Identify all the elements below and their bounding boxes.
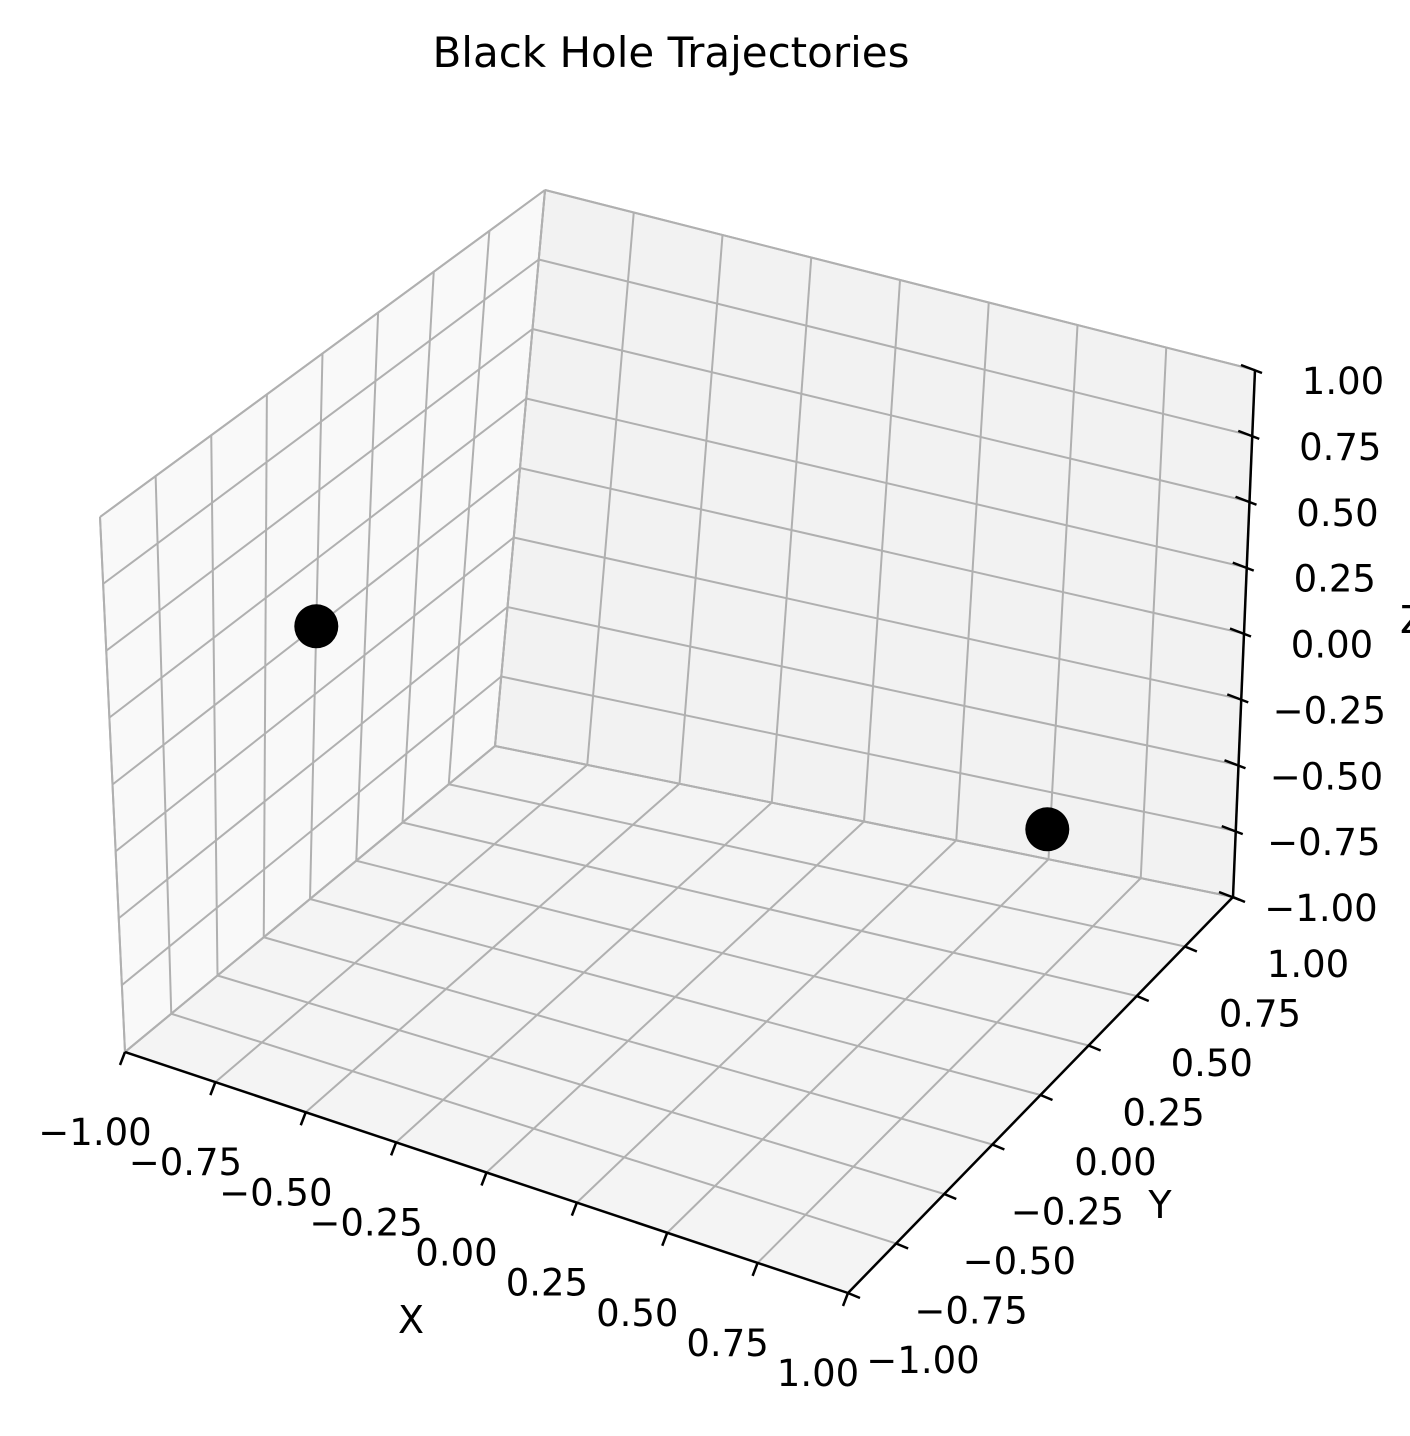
grid-line xyxy=(538,258,1253,437)
grid-line xyxy=(448,783,1186,948)
x-tick xyxy=(841,1292,850,1307)
x-tick xyxy=(299,1111,307,1126)
y-tick-label: 0.25 xyxy=(1122,1092,1204,1135)
pane-edge xyxy=(544,189,1256,371)
y-tick xyxy=(1184,945,1198,953)
x-tick xyxy=(480,1172,488,1186)
x-tick xyxy=(570,1202,579,1217)
pane-edge xyxy=(99,189,546,518)
x-tick-label: 0.25 xyxy=(506,1262,588,1305)
grid-line xyxy=(263,936,993,1146)
y-tick xyxy=(943,1192,957,1201)
grid-line xyxy=(217,974,945,1195)
z-tick xyxy=(1224,759,1246,770)
z-axis-title: Z xyxy=(1400,598,1410,642)
x-axis-title: X xyxy=(398,1298,424,1342)
y-tick xyxy=(1040,1093,1053,1102)
z-tick xyxy=(1221,824,1244,836)
z-tick xyxy=(1240,363,1263,375)
y-tick xyxy=(1088,1044,1102,1052)
y-tick-label: −0.75 xyxy=(914,1290,1027,1333)
scatter-points xyxy=(294,604,1070,852)
grid-line xyxy=(121,675,502,986)
y-tick-label: −0.25 xyxy=(1011,1191,1124,1234)
grid-line xyxy=(501,675,1236,833)
z-tick xyxy=(1226,693,1249,704)
grid-line xyxy=(507,606,1239,767)
x-tick-label: 0.50 xyxy=(596,1292,678,1335)
y-tick xyxy=(991,1143,1005,1151)
y-tick-label: 1.00 xyxy=(1267,943,1349,986)
x-tick-label: 1.00 xyxy=(777,1352,859,1395)
y-tick-label: 0.50 xyxy=(1171,1042,1253,1085)
x-tick xyxy=(751,1262,759,1277)
z-tick xyxy=(1235,495,1257,506)
grid-line xyxy=(105,328,534,652)
grid-line xyxy=(108,397,527,719)
pane-edge xyxy=(124,745,496,1053)
pane-edge xyxy=(494,189,546,747)
y-tick xyxy=(1136,994,1150,1003)
grid-line xyxy=(532,328,1250,503)
chart-title: Black Hole Trajectories xyxy=(432,28,909,77)
z-tick xyxy=(1229,627,1252,638)
grid-line xyxy=(402,821,1137,997)
z-tick-label: 0.00 xyxy=(1291,624,1373,667)
y-tick xyxy=(847,1291,861,1300)
grid-line xyxy=(513,536,1242,701)
z-tick-label: 0.25 xyxy=(1294,558,1376,601)
grid-line xyxy=(519,467,1245,635)
y-tick-label: 0.75 xyxy=(1219,993,1301,1036)
x-tick xyxy=(209,1081,217,1096)
x-tick-label: −0.75 xyxy=(129,1141,242,1184)
y-tick-label: −1.00 xyxy=(866,1339,979,1382)
z-tick-label: −0.50 xyxy=(1270,755,1383,798)
floor-pane xyxy=(125,746,1233,1293)
grid-line xyxy=(118,606,509,920)
grid-line xyxy=(102,258,540,585)
pane-edge xyxy=(494,745,1234,898)
black-hole-point xyxy=(294,604,339,649)
pane-edge xyxy=(99,516,126,1053)
grid-line xyxy=(526,397,1247,569)
y-tick-label: 0.00 xyxy=(1074,1141,1156,1184)
z-tick-label: −0.75 xyxy=(1267,821,1380,864)
grid-line xyxy=(356,859,1089,1047)
z-tick-label: 0.75 xyxy=(1299,426,1381,469)
x-tick xyxy=(389,1141,398,1156)
x-tick xyxy=(118,1051,127,1066)
z-tick-label: −1.00 xyxy=(1264,887,1377,930)
axes-panes xyxy=(100,190,1255,1293)
x-tick-label: −1.00 xyxy=(38,1111,151,1154)
black-hole-point xyxy=(1025,807,1070,852)
x-tick-label: 0.75 xyxy=(686,1322,768,1365)
z-tick xyxy=(1237,429,1260,441)
y-tick-label: −0.50 xyxy=(963,1240,1076,1283)
z-tick xyxy=(1232,561,1255,572)
y-tick xyxy=(895,1242,909,1250)
x-tick-label: −0.25 xyxy=(309,1201,422,1244)
grid-line xyxy=(170,1012,897,1245)
x-tick xyxy=(661,1232,669,1247)
grid-line xyxy=(115,536,515,853)
z-tick-label: 0.50 xyxy=(1296,492,1378,535)
x-tick-label: −0.50 xyxy=(219,1171,332,1214)
axis-ticks: −1.00−0.75−0.50−0.250.000.250.500.751.00… xyxy=(38,360,1386,1395)
z-tick-label: −0.25 xyxy=(1273,689,1386,732)
x-tick-label: 0.00 xyxy=(415,1232,497,1275)
z-tick-label: 1.00 xyxy=(1302,360,1384,403)
z-tick xyxy=(1218,890,1241,902)
grid-line xyxy=(309,898,1041,1096)
y-axis-title: Y xyxy=(1147,1183,1172,1227)
